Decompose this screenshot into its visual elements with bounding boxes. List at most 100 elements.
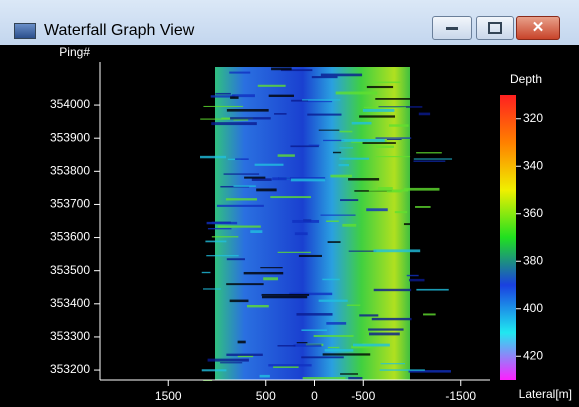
texture-streak xyxy=(340,199,359,202)
texture-streak xyxy=(373,249,421,253)
colorbar-tick-label: 360 xyxy=(523,206,543,220)
texture-streak xyxy=(201,369,227,372)
minimize-button[interactable] xyxy=(432,16,472,40)
texture-streak xyxy=(233,119,249,121)
texture-streak xyxy=(259,374,270,378)
texture-streak xyxy=(346,304,361,306)
texture-streak xyxy=(411,268,423,271)
texture-streak xyxy=(200,155,227,159)
texture-streak xyxy=(261,296,308,299)
colorbar-tick-label: 380 xyxy=(523,253,543,267)
texture-streak xyxy=(217,225,261,228)
texture-streak xyxy=(326,322,347,325)
texture-streak xyxy=(211,236,239,238)
texture-streak xyxy=(226,283,264,286)
texture-streak xyxy=(292,219,320,223)
texture-streak xyxy=(203,288,221,290)
texture-streak xyxy=(207,358,249,362)
y-tick-label: 353900 xyxy=(50,130,90,144)
texture-streak xyxy=(416,288,449,291)
chart: Ping# Lateral[m] Depth 353200 353300 35340… xyxy=(0,45,579,407)
y-tick-label: 354000 xyxy=(50,97,90,111)
texture-streak xyxy=(388,124,409,127)
texture-streak xyxy=(366,85,394,89)
texture-streak xyxy=(375,156,411,158)
texture-streak xyxy=(348,178,380,181)
close-button[interactable]: ✕ xyxy=(516,16,560,40)
texture-streak xyxy=(375,137,412,139)
texture-streak xyxy=(237,355,254,358)
texture-streak xyxy=(277,345,296,347)
texture-streak xyxy=(210,95,236,98)
texture-streak xyxy=(230,96,239,99)
texture-streak xyxy=(302,377,346,380)
x-tick-label: -500 xyxy=(351,389,375,403)
texture-streak xyxy=(339,157,370,160)
texture-streak xyxy=(230,117,271,120)
texture-streak xyxy=(277,251,311,253)
texture-streak xyxy=(270,196,311,199)
texture-streak xyxy=(394,211,408,214)
texture-streak xyxy=(348,250,377,252)
texture-streak xyxy=(327,241,341,243)
texture-streak xyxy=(359,314,379,317)
texture-streak xyxy=(254,163,284,166)
y-tick-label: 353600 xyxy=(50,230,90,244)
texture-streak xyxy=(351,345,374,349)
texture-streak xyxy=(413,160,446,162)
texture-streak xyxy=(339,130,353,133)
texture-streak xyxy=(318,129,340,131)
maximize-button[interactable] xyxy=(476,16,514,40)
x-tick-label: 0 xyxy=(311,389,318,403)
texture-streak xyxy=(206,221,238,225)
texture-streak xyxy=(408,370,451,373)
texture-streak xyxy=(233,185,256,187)
waterfall-texture xyxy=(200,67,453,382)
texture-streak xyxy=(229,299,249,303)
texture-streak xyxy=(226,353,263,356)
texture-streak xyxy=(368,189,409,192)
window-icon xyxy=(14,23,36,39)
texture-streak xyxy=(313,335,354,337)
texture-streak xyxy=(268,364,312,367)
texture-streak xyxy=(226,108,269,112)
texture-streak xyxy=(416,152,442,154)
texture-streak xyxy=(243,271,284,275)
texture-streak xyxy=(215,92,231,95)
texture-streak xyxy=(223,173,260,175)
texture-streak xyxy=(363,106,406,108)
texture-streak xyxy=(278,177,326,180)
x-axis-label: Lateral[m] xyxy=(519,387,572,401)
y-tick-label: 353400 xyxy=(50,296,90,310)
colorbar-label: Depth xyxy=(510,72,542,86)
texture-streak xyxy=(330,174,353,178)
texture-streak xyxy=(327,346,340,349)
texture-streak xyxy=(277,154,295,157)
texture-streak xyxy=(237,340,246,344)
texture-streak xyxy=(403,187,440,191)
texture-streak xyxy=(386,190,402,193)
texture-streak xyxy=(211,122,257,126)
y-tick-label: 353200 xyxy=(50,362,90,376)
texture-streak xyxy=(366,208,388,212)
texture-streak xyxy=(301,356,344,359)
window-title: Waterfall Graph View xyxy=(44,22,195,39)
x-tick-label: 1500 xyxy=(155,389,182,403)
texture-streak xyxy=(413,158,453,160)
texture-streak xyxy=(380,363,406,365)
texture-streak xyxy=(246,304,269,308)
texture-streak xyxy=(415,206,431,208)
colorbar-tick-label: 400 xyxy=(523,301,543,315)
texture-streak xyxy=(274,113,287,115)
texture-streak xyxy=(368,332,400,336)
y-tick-label: 353700 xyxy=(50,197,90,211)
texture-streak xyxy=(324,349,354,352)
texture-streak xyxy=(311,76,338,79)
texture-streak xyxy=(250,230,263,233)
texture-streak xyxy=(373,288,412,292)
texture-streak xyxy=(320,214,356,216)
texture-streak xyxy=(322,353,371,356)
texture-streak xyxy=(206,255,239,257)
texture-streak xyxy=(203,105,244,107)
texture-streak xyxy=(375,98,421,100)
